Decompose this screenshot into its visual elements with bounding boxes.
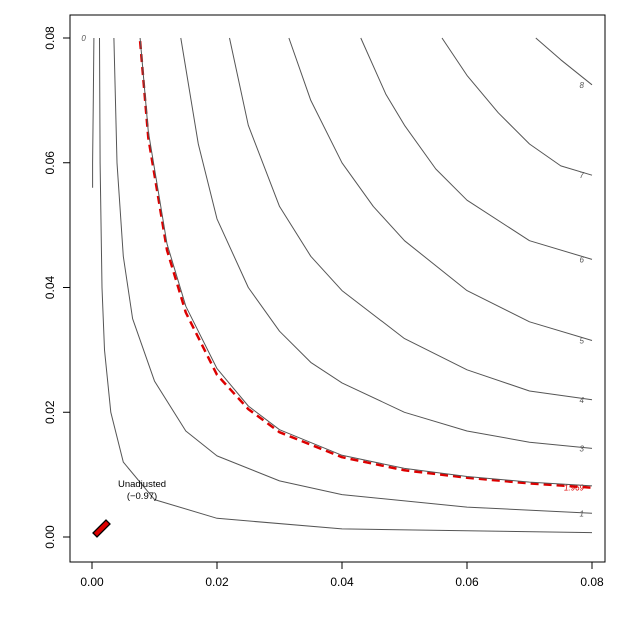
contour-line: [441, 37, 593, 176]
contour-label: 7: [580, 171, 585, 180]
plot-frame: [69, 14, 606, 563]
plot-area: 0 1 1.969 3 4 5 6 7 8: [81, 34, 593, 538]
contour-label: 3: [580, 444, 585, 453]
annotations: Unadjusted(−0.97): [118, 479, 166, 502]
annotation-line: Unadjusted: [118, 479, 166, 490]
contour-label: 1.969: [564, 484, 585, 493]
contour-line: [113, 37, 593, 514]
contour-label: 6: [580, 255, 585, 264]
contour-line: [99, 37, 593, 534]
contour-line: [139, 37, 593, 487]
y-tick-label: 0.06: [43, 151, 57, 175]
contour-label: 5: [580, 337, 585, 346]
x-tick-label: 0.08: [580, 575, 604, 589]
x-tick-label: 0.04: [330, 575, 354, 589]
contour-label: 8: [580, 81, 585, 90]
contour-label: 1: [580, 509, 584, 518]
y-tick-label: 0.00: [43, 525, 57, 549]
x-tick-label: 0.06: [455, 575, 479, 589]
y-tick-label: 0.02: [43, 400, 57, 424]
unadjusted-marker: [92, 519, 111, 538]
x-axis: 0.00 0.02 0.04 0.06 0.08: [80, 562, 604, 589]
y-axis: 0.00 0.02 0.04 0.06 0.08: [43, 26, 70, 549]
contour-label: 4: [580, 396, 585, 405]
threshold-contour-line: [138, 40, 593, 489]
contour-label: 0: [81, 34, 86, 43]
annotation-line: (−0.97): [127, 491, 157, 502]
x-tick-label: 0.02: [205, 575, 229, 589]
contour-line: [229, 37, 593, 401]
contour-line: [180, 37, 593, 449]
contour-line: [535, 37, 593, 86]
y-tick-label: 0.04: [43, 275, 57, 299]
x-tick-label: 0.00: [80, 575, 104, 589]
contour-line: [360, 37, 593, 260]
contour-line: [92, 37, 95, 188]
contour-line: [288, 37, 593, 341]
y-tick-label: 0.08: [43, 26, 57, 50]
